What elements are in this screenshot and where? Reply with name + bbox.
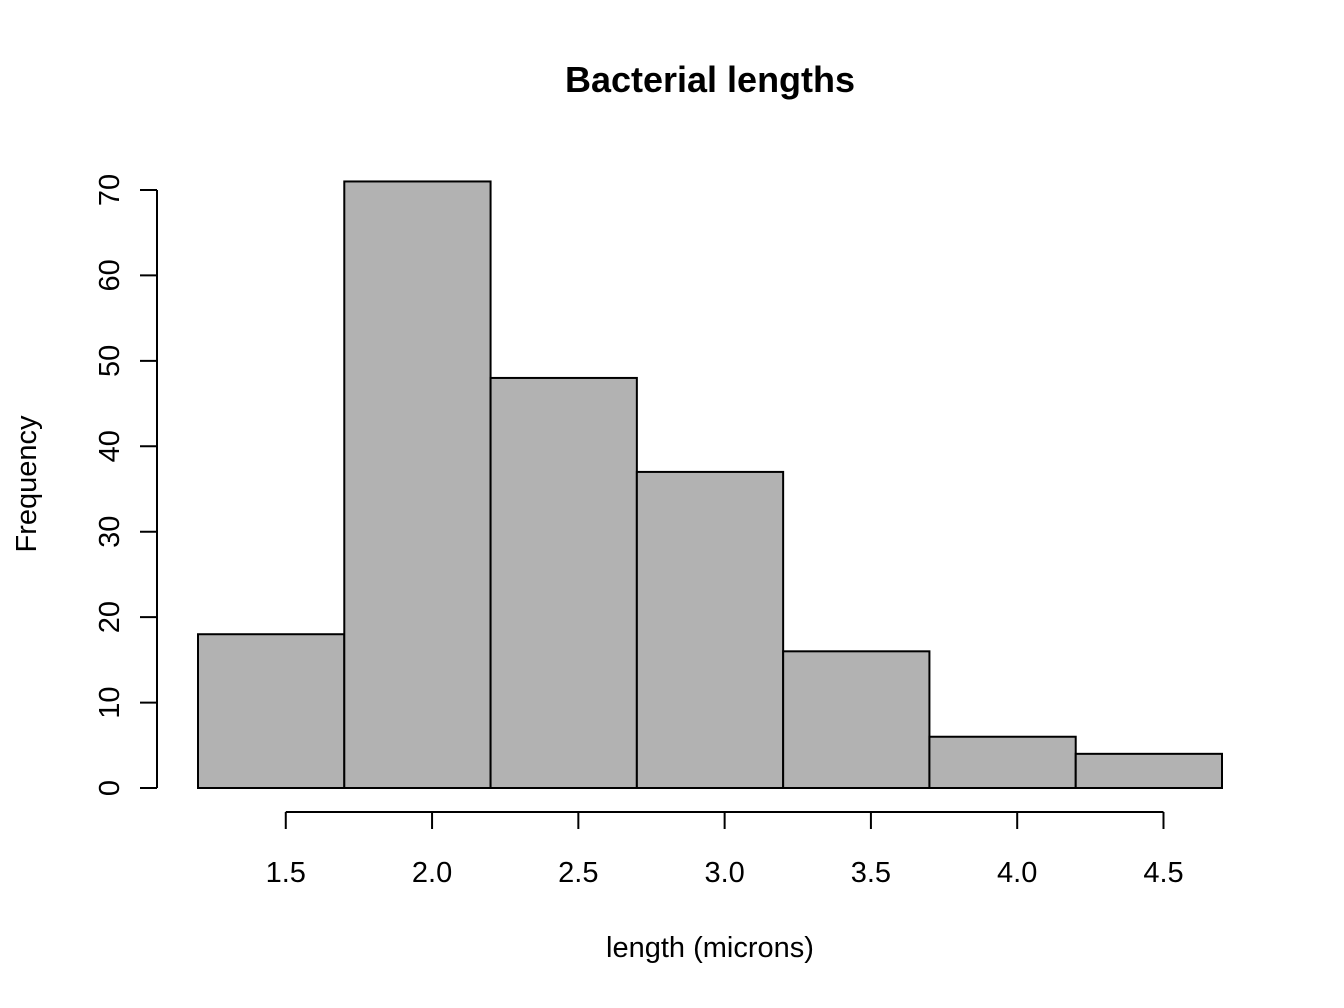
y-tick-label: 30	[94, 516, 126, 548]
y-tick-label: 0	[94, 780, 126, 796]
chart-title: Bacterial lengths	[565, 59, 855, 100]
histogram-bar-3	[489, 376, 638, 789]
y-tick-label: 10	[94, 686, 126, 718]
x-axis: 1.5 2.0 2.5 3.0 3.5 4.0 4.5	[266, 811, 1184, 889]
histogram-bar-4	[635, 470, 785, 789]
x-tick-label: 1.5	[266, 857, 306, 889]
x-tick-label: 3.5	[851, 857, 891, 889]
histogram-bar-7	[1074, 752, 1223, 789]
x-tick-label: 2.0	[412, 857, 452, 889]
histogram-bar-6	[928, 735, 1077, 789]
histogram-bar-1	[197, 633, 346, 789]
x-tick-label: 3.0	[704, 857, 744, 889]
x-tick-label: 4.5	[1143, 857, 1183, 889]
y-axis-label: Frequency	[11, 415, 43, 553]
y-tick-label: 20	[94, 601, 126, 633]
histogram-bar-2	[343, 180, 492, 789]
y-tick-label: 40	[94, 430, 126, 462]
x-axis-label: length (microns)	[606, 932, 814, 964]
histogram-bars	[197, 180, 1223, 789]
x-tick-label: 4.0	[997, 857, 1037, 889]
y-tick-label: 50	[94, 345, 126, 377]
x-tick-label: 2.5	[558, 857, 598, 889]
y-tick-label: 70	[94, 174, 126, 206]
histogram-bar-5	[782, 650, 931, 789]
y-tick-label: 60	[94, 259, 126, 291]
y-axis: 0 10 20 30 40 50 60 70	[94, 174, 158, 796]
